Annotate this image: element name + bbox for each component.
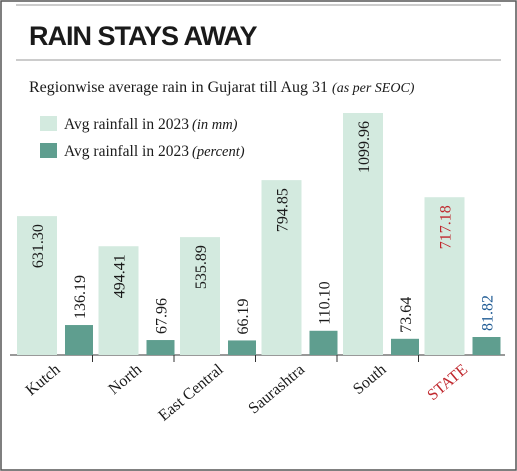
value-label: 66.19 — [235, 298, 252, 334]
x-tick-label: North — [106, 361, 146, 398]
value-label: 794.85 — [275, 188, 292, 232]
bar — [424, 197, 465, 355]
value-label: 535.89 — [193, 245, 210, 289]
value-label: 136.19 — [72, 275, 89, 319]
legend-name: Avg rainfall in 2023 — [64, 116, 189, 133]
x-tick-label: Kutch — [23, 361, 64, 399]
legend-unit: (percent) — [192, 144, 245, 160]
legend-unit: (in mm) — [192, 117, 238, 133]
value-label: 494.41 — [112, 254, 129, 298]
bar — [17, 216, 57, 355]
bar — [180, 237, 220, 355]
x-tick-label: South — [350, 361, 390, 398]
value-label: 73.64 — [398, 297, 415, 333]
legend-entry: Avg rainfall in 2023 (in mm) — [64, 116, 238, 133]
bar — [65, 325, 93, 355]
value-label: 67.96 — [154, 298, 171, 334]
bar — [228, 340, 256, 355]
legend-entry: Avg rainfall in 2023 (percent) — [64, 143, 245, 160]
bar — [261, 180, 302, 355]
x-tick-label: Saurashtra — [245, 361, 308, 417]
value-label: 110.10 — [317, 281, 334, 324]
bar — [472, 336, 501, 355]
legend-swatch — [40, 116, 57, 131]
value-label: 717.18 — [438, 205, 455, 249]
bar — [309, 330, 338, 355]
legend-name: Avg rainfall in 2023 — [64, 143, 189, 160]
x-tick-label: East Central — [155, 361, 227, 425]
value-label: 1099.96 — [356, 121, 373, 173]
bar — [146, 340, 175, 355]
chart-title: RAIN STAYS AWAY — [29, 21, 258, 51]
value-label: 631.30 — [30, 224, 47, 268]
legend-swatch — [40, 143, 57, 158]
subtitle: Regionwise average rain in Gujarat till … — [29, 79, 415, 96]
subtitle-note: (as per SEOC) — [332, 81, 415, 96]
x-tick-label: STATE — [424, 361, 471, 404]
bar — [98, 246, 139, 355]
subtitle-text: Regionwise average rain in Gujarat till … — [29, 79, 328, 96]
bar — [391, 338, 419, 355]
bar — [343, 113, 383, 356]
value-label: 81.82 — [480, 295, 497, 331]
